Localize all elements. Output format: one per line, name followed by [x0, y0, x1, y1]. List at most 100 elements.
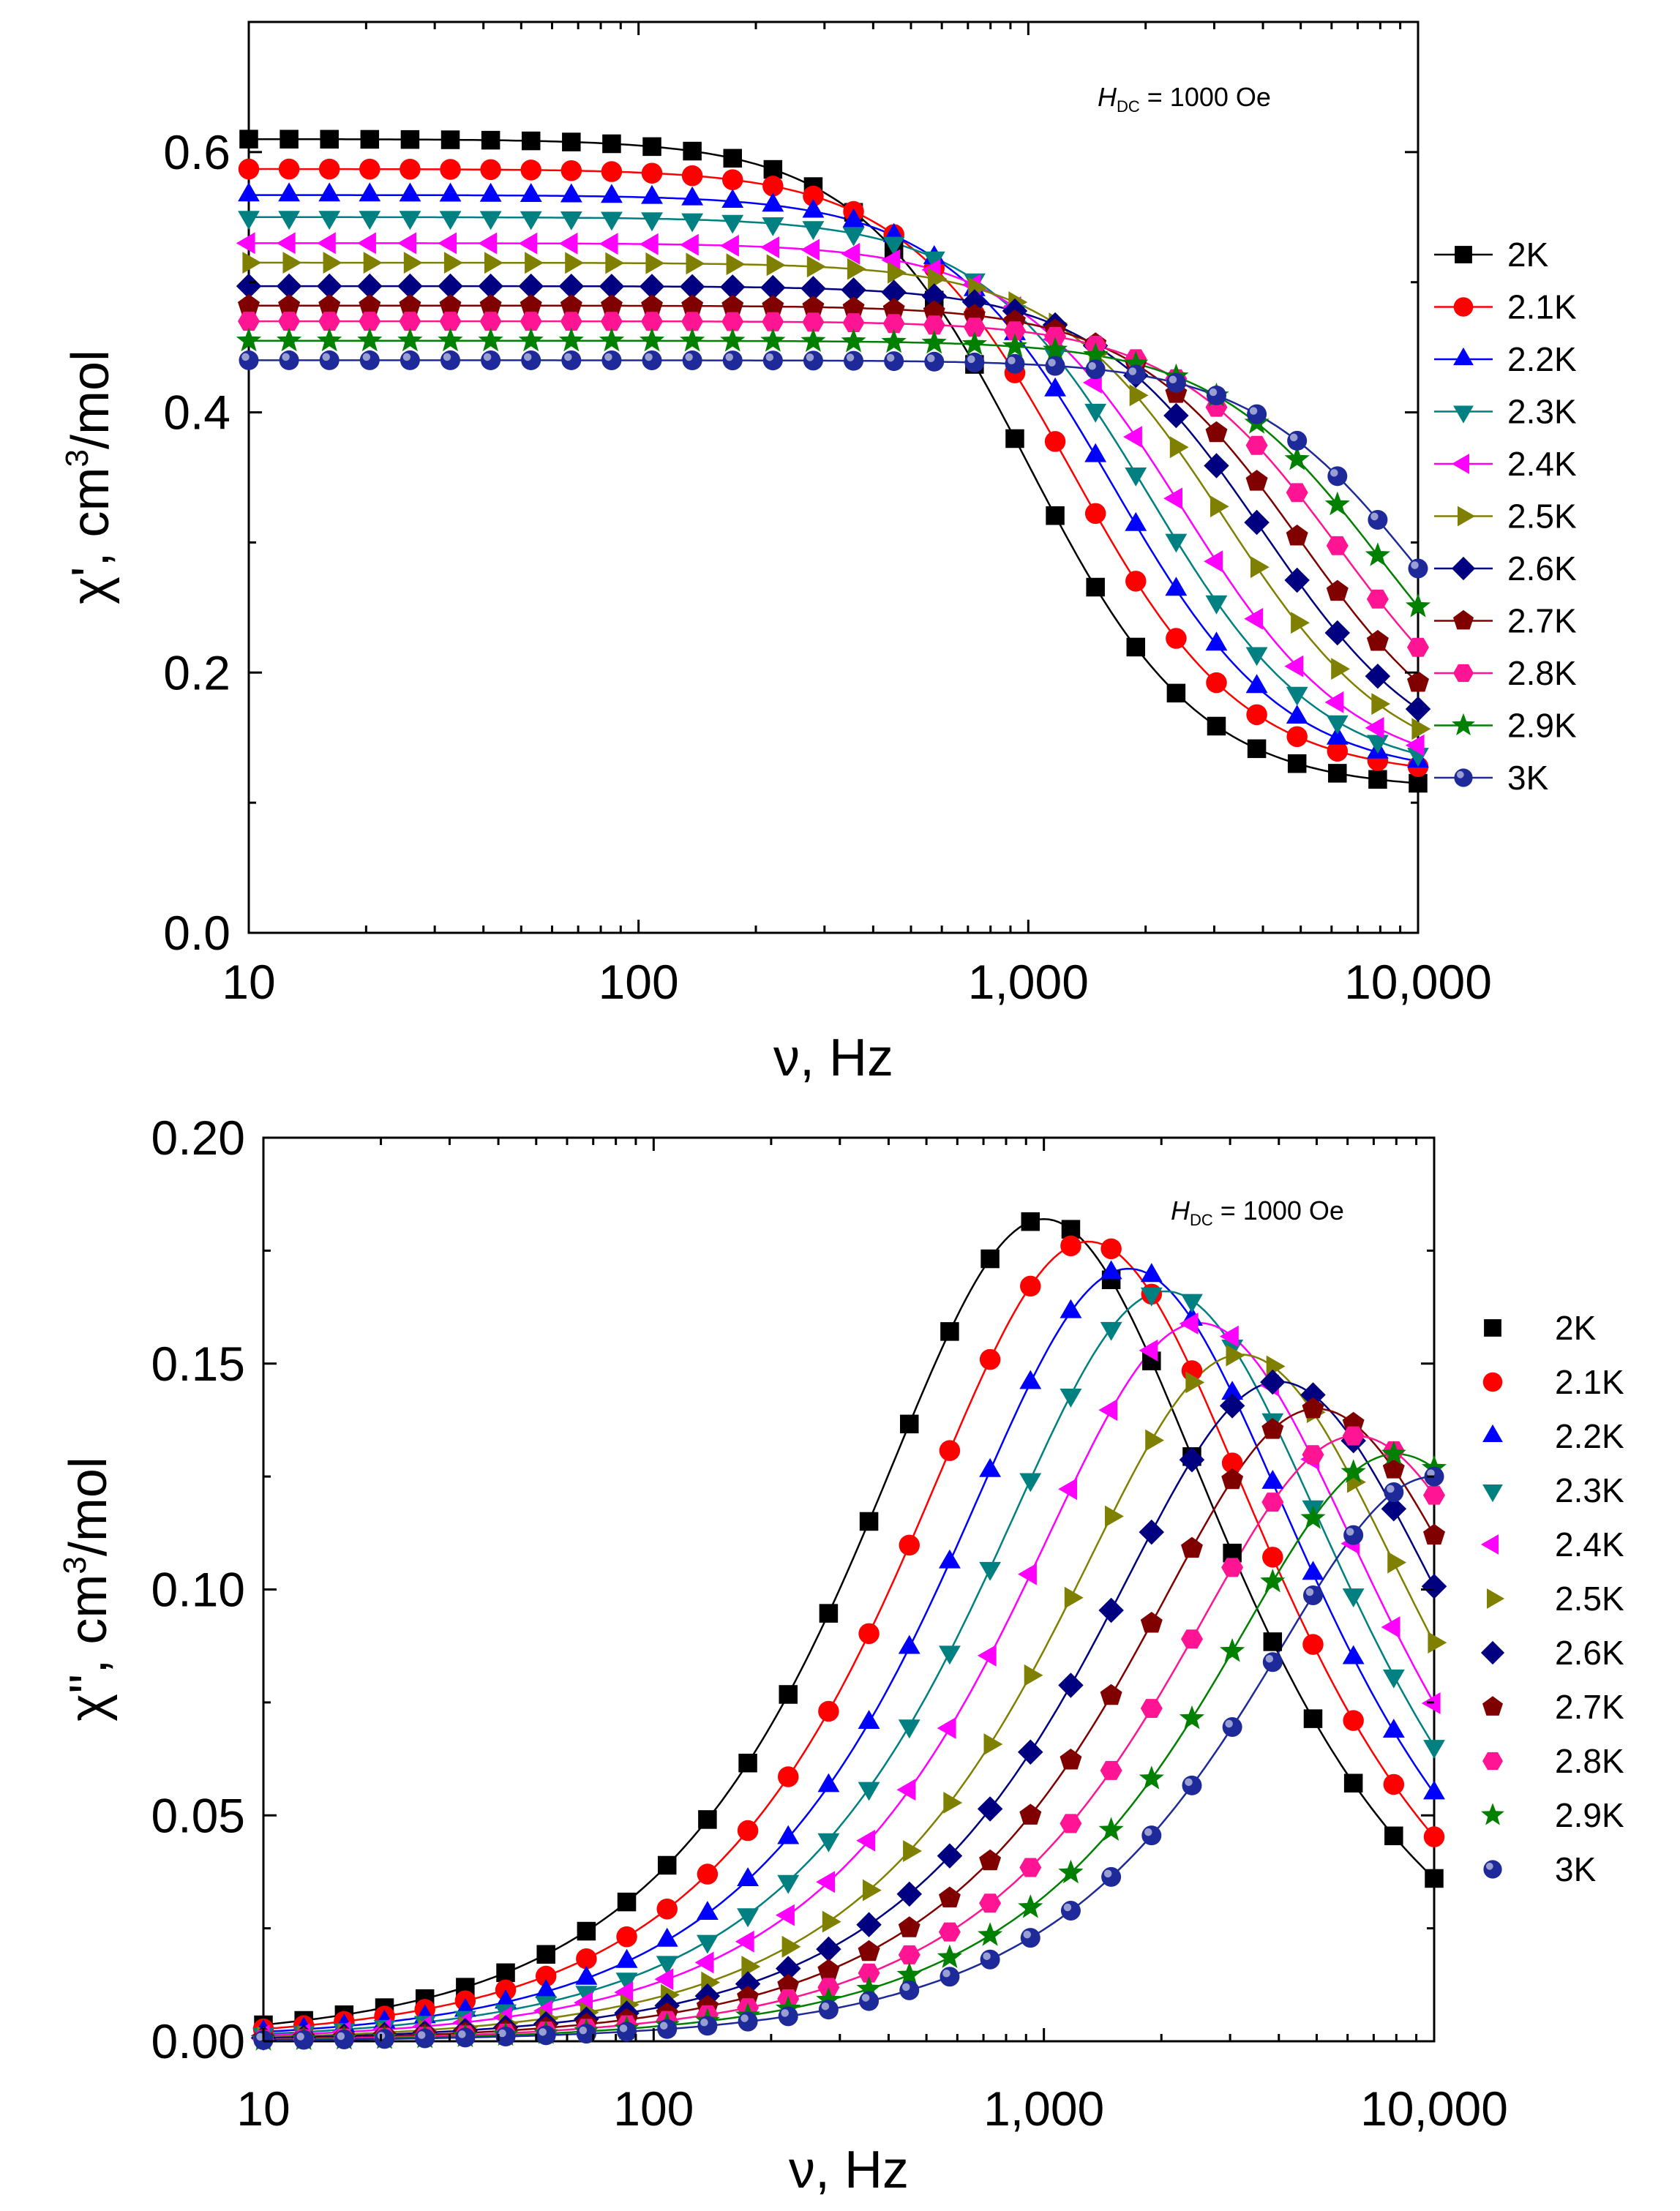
data-point-2.3K [1100, 1321, 1122, 1341]
data-point-2.9K [961, 331, 987, 356]
data-point-2.2K [641, 184, 663, 204]
data-point-2.8K [938, 1922, 961, 1942]
data-point-3K [1060, 1901, 1081, 1921]
data-point-2.5K [726, 253, 746, 276]
data-point-3K-highlight [861, 1994, 870, 2002]
data-point-2.3K [278, 211, 300, 230]
field-annotation: HDC = 1000 Oe [1098, 82, 1271, 116]
data-point-3K-highlight [1249, 407, 1258, 415]
y-tick-label: 0.0 [163, 906, 230, 960]
data-point-2.6K [1219, 1393, 1245, 1419]
data-point-2.4K [599, 233, 618, 255]
data-point-2.6K [276, 273, 302, 299]
data-point-3K-highlight [1008, 356, 1016, 364]
annotation-main: H [1171, 1195, 1190, 1225]
data-point-2.7K [1205, 421, 1228, 443]
data-point-2K [1328, 764, 1347, 783]
data-point-2.1K [939, 1440, 961, 1461]
fit-line-2.1K [249, 168, 1419, 768]
data-point-2.8K [238, 312, 260, 331]
data-point-2.8K [1261, 1493, 1284, 1512]
data-point-2.7K [858, 1940, 880, 1962]
data-point-2.7K [1326, 579, 1349, 601]
data-point-2K [940, 1322, 959, 1341]
data-point-2.1K [359, 158, 380, 180]
legend-marker-2.7K [1453, 609, 1474, 630]
data-point-2.2K [802, 198, 825, 218]
data-point-3K-highlight [1048, 359, 1056, 367]
data-point-2.5K [363, 252, 383, 274]
data-point-3K-highlight [322, 353, 330, 361]
data-point-2.5K [1129, 384, 1149, 407]
data-point-2.3K [1165, 533, 1188, 553]
data-point-3K-highlight [685, 353, 693, 361]
annotation-sub: DC [1190, 1211, 1213, 1229]
data-point-3K [1327, 466, 1348, 487]
data-point-3K-highlight [417, 2031, 426, 2039]
data-point-3K [642, 350, 662, 370]
data-point-2.6K [397, 273, 423, 299]
legend-label-2.3K: 2.3K [1555, 1471, 1624, 1509]
legend-marker-2.5K [1458, 506, 1476, 527]
fit-line-2.7K [249, 304, 1419, 683]
data-point-2.1K [762, 176, 784, 197]
data-point-2.4K [1179, 1313, 1199, 1335]
data-point-2.5K [888, 261, 907, 284]
data-point-2.9K [881, 329, 907, 353]
data-point-2.9K [1324, 491, 1350, 516]
data-point-2.8K [1221, 1558, 1244, 1577]
data-point-2K [536, 1945, 555, 1964]
data-point-3K-highlight [821, 2002, 830, 2011]
y-tick-label: 0.6 [163, 125, 230, 179]
data-point-2.2K [656, 1927, 678, 1947]
fit-line-2.7K [263, 1408, 1436, 2040]
data-point-2.6K [720, 274, 746, 300]
data-point-2.8K [399, 312, 421, 331]
legend-marker-2.1K [1453, 297, 1474, 317]
data-point-3K [279, 350, 299, 370]
data-point-3K [1287, 430, 1308, 451]
data-point-3K [803, 350, 823, 371]
data-point-2.2K [1125, 511, 1147, 531]
data-point-2.3K [802, 221, 825, 241]
data-point-3K [940, 1967, 960, 1987]
data-point-2.1K [656, 1898, 678, 1920]
data-point-3K [1247, 404, 1267, 424]
data-point-3K-highlight [458, 2030, 466, 2038]
data-point-2.5K [1064, 1586, 1084, 1609]
data-point-2.7K [939, 1886, 961, 1907]
data-point-3K [1262, 1652, 1283, 1673]
data-point-2.6K [1421, 1574, 1447, 1599]
data-point-2.9K [896, 1962, 922, 1986]
data-point-2.1K [681, 165, 703, 187]
data-point-2K [602, 134, 621, 154]
legend-marker-2.2K [1482, 1424, 1503, 1442]
data-point-2.7K [882, 298, 905, 319]
data-point-2.7K [681, 294, 704, 315]
data-point-3K-highlight [1330, 469, 1338, 477]
data-point-2.7K [399, 294, 421, 315]
data-point-2.5K [806, 255, 826, 278]
data-point-2.8K [1326, 536, 1349, 555]
data-point-3K-highlight [1289, 433, 1298, 442]
data-point-2.4K [438, 232, 457, 255]
legend-marker-2.6K [1480, 1640, 1505, 1665]
data-point-2.7K [520, 294, 542, 315]
data-point-2K [698, 1810, 717, 1829]
data-point-3K-highlight [1103, 1869, 1112, 1878]
data-point-2.5K [1226, 1344, 1245, 1367]
annotation-tail: = 1000 Oe [1213, 1195, 1344, 1225]
data-point-2K [1425, 1869, 1444, 1888]
data-point-2.6K [921, 283, 947, 309]
data-point-2.9K [478, 327, 503, 352]
data-point-2.6K [518, 273, 544, 299]
data-point-3K [561, 350, 582, 370]
data-point-2.4K [518, 232, 538, 255]
data-point-2.4K [558, 232, 578, 255]
data-point-3K [359, 350, 380, 370]
data-point-3K [1302, 1585, 1323, 1605]
data-point-2.7K [1140, 1612, 1163, 1633]
data-point-2.3K [601, 211, 623, 231]
data-point-2.9K [639, 327, 665, 352]
fit-line-2.5K [263, 1354, 1436, 2038]
